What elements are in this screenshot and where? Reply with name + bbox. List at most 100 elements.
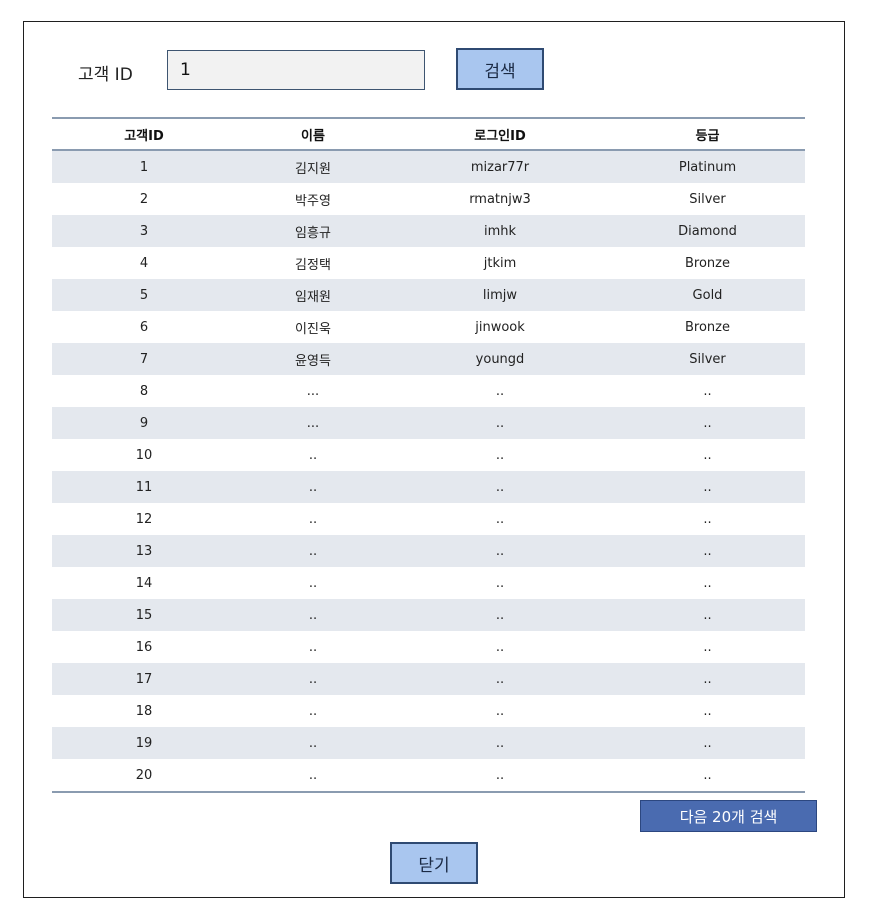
cell-grade: ..	[610, 439, 805, 471]
table-row[interactable]: 20......	[52, 759, 805, 793]
cell-grade: Platinum	[610, 150, 805, 183]
cell-grade: ..	[610, 695, 805, 727]
cell-login-id: mizar77r	[390, 150, 610, 183]
cell-login-id: ..	[390, 663, 610, 695]
cell-name: 윤영득	[236, 343, 390, 375]
table-row[interactable]: 16......	[52, 631, 805, 663]
cell-login-id: ..	[390, 599, 610, 631]
cell-grade: Bronze	[610, 247, 805, 279]
cell-name: 박주영	[236, 183, 390, 215]
cell-customer-id: 14	[52, 567, 236, 599]
cell-name: ...	[236, 407, 390, 439]
next-20-search-button[interactable]: 다음 20개 검색	[640, 800, 817, 832]
cell-grade: ..	[610, 471, 805, 503]
table-row[interactable]: 2 박주영 rmatnjw3 Silver	[52, 183, 805, 215]
cell-grade: Silver	[610, 183, 805, 215]
customer-id-label: 고객 ID	[78, 65, 133, 85]
cell-customer-id: 9	[52, 407, 236, 439]
cell-customer-id: 13	[52, 535, 236, 567]
table-row[interactable]: 15......	[52, 599, 805, 631]
cell-customer-id: 4	[52, 247, 236, 279]
cell-name: 김지원	[236, 150, 390, 183]
cell-name: ...	[236, 375, 390, 407]
cell-name: 임흥규	[236, 215, 390, 247]
cell-customer-id: 7	[52, 343, 236, 375]
cell-customer-id: 18	[52, 695, 236, 727]
cell-customer-id: 20	[52, 759, 236, 793]
cell-login-id: ..	[390, 631, 610, 663]
header-grade: 등급	[610, 117, 805, 151]
cell-name: ..	[236, 567, 390, 599]
table-row[interactable]: 12......	[52, 503, 805, 535]
cell-grade: ..	[610, 375, 805, 407]
table-header-row: 고객ID 이름 로그인ID 등급	[52, 117, 805, 151]
table-row[interactable]: 5 임재원 limjw Gold	[52, 279, 805, 311]
cell-name: ..	[236, 663, 390, 695]
table-row[interactable]: 7 윤영득 youngd Silver	[52, 343, 805, 375]
cell-name: ..	[236, 439, 390, 471]
table-row[interactable]: 9.......	[52, 407, 805, 439]
cell-name: ..	[236, 631, 390, 663]
cell-login-id: ..	[390, 535, 610, 567]
dialog-frame	[23, 21, 845, 898]
cell-customer-id: 10	[52, 439, 236, 471]
header-name: 이름	[236, 117, 390, 151]
cell-grade: ..	[610, 503, 805, 535]
table-row[interactable]: 6 이진욱 jinwook Bronze	[52, 311, 805, 343]
cell-login-id: jtkim	[390, 247, 610, 279]
cell-grade: ..	[610, 727, 805, 759]
cell-name: ..	[236, 535, 390, 567]
cell-login-id: imhk	[390, 215, 610, 247]
cell-name: ..	[236, 759, 390, 793]
table-row[interactable]: 17......	[52, 663, 805, 695]
header-login-id: 로그인ID	[390, 117, 610, 151]
table-row[interactable]: 3 임흥규 imhk Diamond	[52, 215, 805, 247]
table-row[interactable]: 10......	[52, 439, 805, 471]
cell-customer-id: 8	[52, 375, 236, 407]
cell-grade: ..	[610, 599, 805, 631]
table-row[interactable]: 11......	[52, 471, 805, 503]
table-row[interactable]: 1 김지원 mizar77r Platinum	[52, 150, 805, 183]
cell-grade: ..	[610, 567, 805, 599]
cell-grade: ..	[610, 535, 805, 567]
table-row[interactable]: 18......	[52, 695, 805, 727]
cell-customer-id: 2	[52, 183, 236, 215]
cell-grade: ..	[610, 663, 805, 695]
customer-id-input[interactable]	[167, 50, 425, 90]
cell-grade: Silver	[610, 343, 805, 375]
cell-customer-id: 3	[52, 215, 236, 247]
cell-name: 임재원	[236, 279, 390, 311]
cell-customer-id: 16	[52, 631, 236, 663]
cell-customer-id: 19	[52, 727, 236, 759]
cell-customer-id: 5	[52, 279, 236, 311]
cell-login-id: ..	[390, 407, 610, 439]
cell-login-id: ..	[390, 375, 610, 407]
table-row[interactable]: 19......	[52, 727, 805, 759]
header-customer-id: 고객ID	[52, 117, 236, 151]
cell-name: 김정택	[236, 247, 390, 279]
cell-name: ..	[236, 695, 390, 727]
close-button[interactable]: 닫기	[390, 842, 478, 884]
table-row[interactable]: 13......	[52, 535, 805, 567]
cell-grade: ..	[610, 631, 805, 663]
table-row[interactable]: 4 김정택 jtkim Bronze	[52, 247, 805, 279]
cell-customer-id: 11	[52, 471, 236, 503]
cell-grade: ..	[610, 407, 805, 439]
cell-grade: Bronze	[610, 311, 805, 343]
cell-name: ..	[236, 727, 390, 759]
cell-login-id: ..	[390, 439, 610, 471]
table-row[interactable]: 14......	[52, 567, 805, 599]
cell-grade: Gold	[610, 279, 805, 311]
cell-name: ..	[236, 599, 390, 631]
cell-name: 이진욱	[236, 311, 390, 343]
cell-customer-id: 15	[52, 599, 236, 631]
cell-login-id: rmatnjw3	[390, 183, 610, 215]
search-button[interactable]: 검색	[456, 48, 544, 90]
cell-login-id: ..	[390, 727, 610, 759]
cell-login-id: ..	[390, 471, 610, 503]
cell-name: ..	[236, 471, 390, 503]
cell-login-id: jinwook	[390, 311, 610, 343]
cell-login-id: ..	[390, 567, 610, 599]
cell-login-id: ..	[390, 695, 610, 727]
table-row[interactable]: 8.......	[52, 375, 805, 407]
